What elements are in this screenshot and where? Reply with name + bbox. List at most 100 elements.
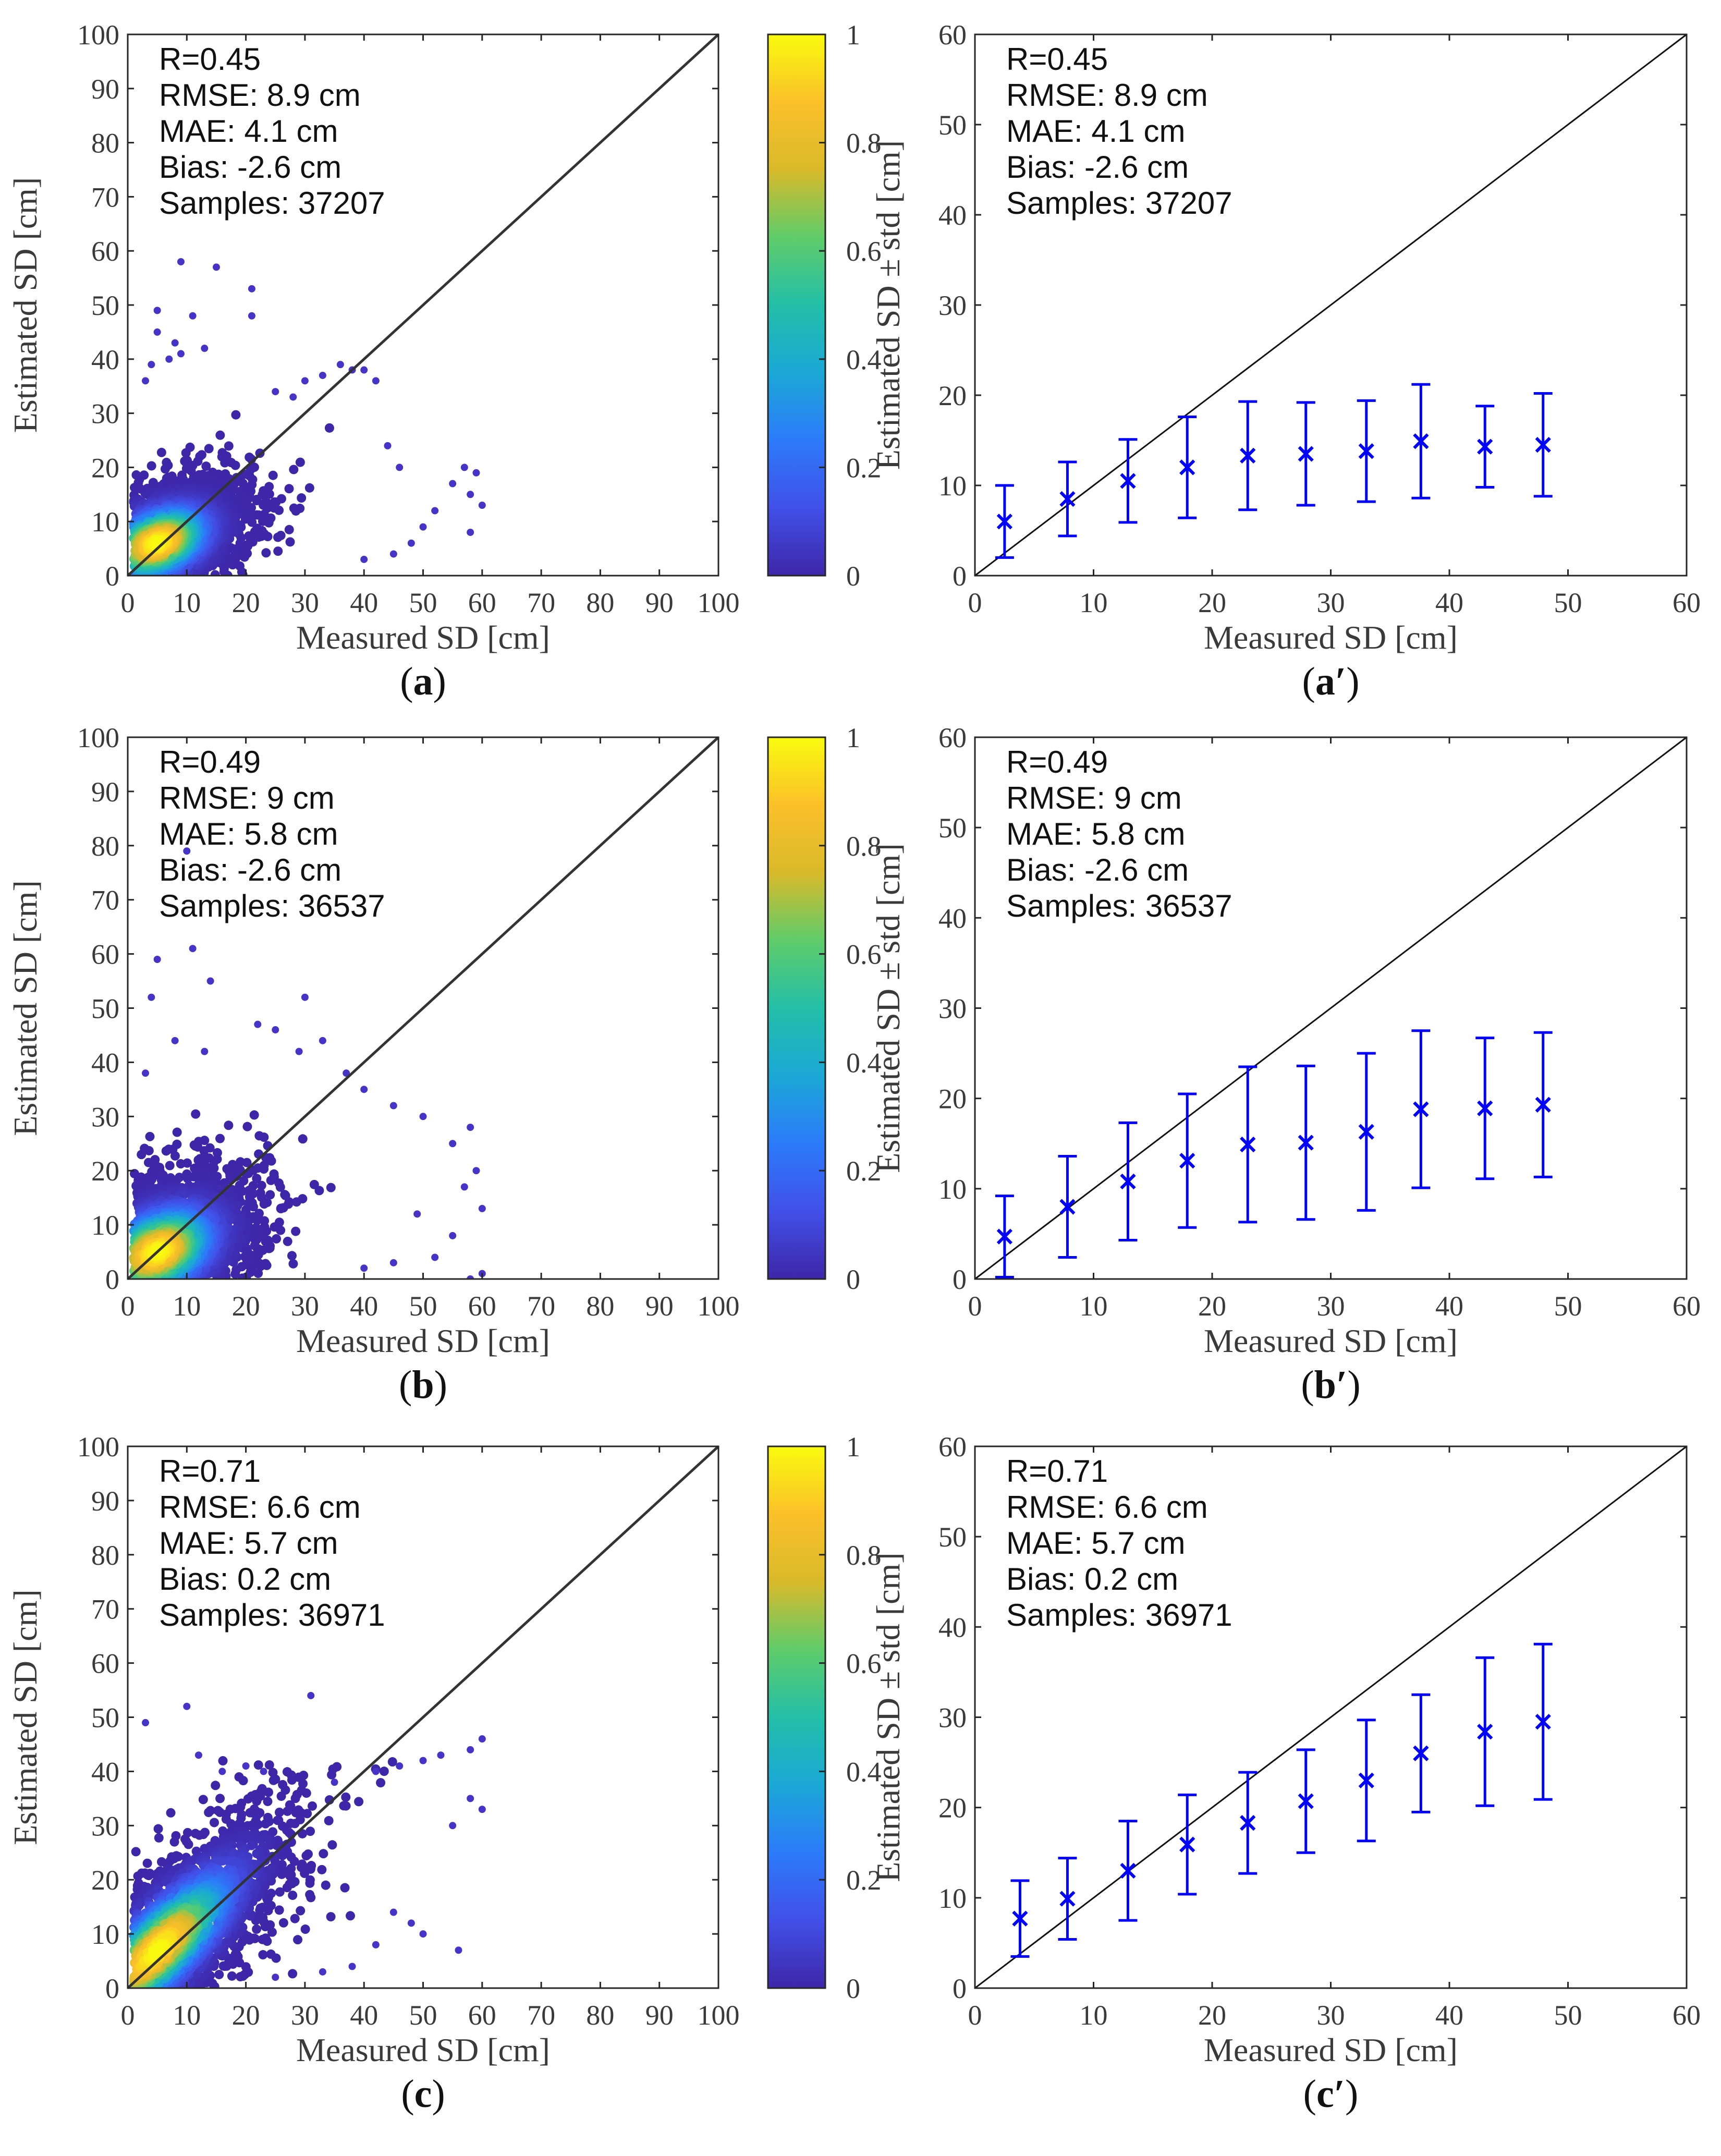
density-point — [268, 470, 278, 480]
outlier-point — [437, 1751, 445, 1759]
outlier-point — [478, 502, 486, 509]
x-axis-label: Measured SD [cm] — [296, 619, 550, 656]
density-point — [307, 1801, 317, 1811]
density-point — [210, 570, 220, 576]
x-tick-label: 0 — [121, 1290, 135, 1322]
y-tick-label: 30 — [938, 290, 967, 321]
outlier-point — [431, 507, 439, 515]
density-point — [238, 478, 248, 488]
x-tick-label: 0 — [121, 2000, 135, 2031]
outlier-point — [183, 1702, 191, 1710]
stat-line-3: MAE: 5.8 cm — [1006, 817, 1185, 851]
density-point — [244, 531, 254, 541]
outlier-point — [153, 955, 161, 963]
x-tick-label: 50 — [409, 587, 437, 618]
x-tick-label: 20 — [1198, 587, 1226, 618]
density-point — [288, 1259, 298, 1269]
outlier-point — [389, 1102, 397, 1110]
colorbar-tick-label: 1 — [846, 1431, 860, 1463]
density-point — [272, 1234, 282, 1244]
density-point — [305, 1875, 315, 1885]
density-point — [274, 1807, 284, 1817]
outlier-point — [449, 480, 457, 488]
density-points — [129, 847, 486, 1279]
colorbar: 00.20.40.60.81 — [767, 19, 882, 592]
outlier-point — [343, 1069, 350, 1077]
density-point — [236, 1972, 246, 1982]
colorbar-tick-label: 0.6 — [846, 1648, 882, 1679]
density-point — [287, 1775, 297, 1785]
x-tick-label: 10 — [173, 587, 201, 618]
density-point — [252, 1174, 262, 1184]
mean-marker — [1298, 446, 1314, 462]
x-axis-label: Measured SD [cm] — [296, 1322, 550, 1359]
outlier-point — [467, 528, 474, 536]
density-point — [267, 1927, 277, 1937]
panel-label: (a) — [400, 660, 446, 703]
density-point — [252, 1796, 262, 1806]
outlier-point — [478, 1806, 486, 1813]
outlier-point — [372, 1768, 380, 1775]
outlier-point — [360, 1086, 368, 1093]
density-point — [309, 1179, 319, 1189]
density-point — [291, 1197, 301, 1207]
x-tick-label: 10 — [1080, 587, 1108, 618]
density-point — [285, 537, 295, 547]
stat-line-5: Samples: 37207 — [159, 186, 385, 221]
panel-label: (b′) — [1301, 1363, 1360, 1407]
outlier-point — [153, 328, 161, 336]
error-bar — [1475, 405, 1495, 489]
density-point — [282, 1883, 292, 1893]
colorbar-gradient — [767, 1445, 826, 1989]
density-point — [306, 1826, 315, 1836]
outlier-point — [272, 1026, 279, 1034]
density-point — [297, 1859, 307, 1869]
mean-marker — [1298, 1135, 1314, 1151]
mean-marker — [1477, 438, 1493, 455]
density-point — [165, 1161, 175, 1171]
density-point — [289, 503, 299, 513]
error-bar — [1533, 1031, 1553, 1178]
x-tick-label: 10 — [1080, 1290, 1108, 1322]
outlier-point — [467, 491, 474, 498]
x-tick-label: 30 — [1317, 587, 1345, 618]
density-point — [301, 1851, 311, 1861]
stat-line-1: R=0.49 — [1006, 745, 1108, 779]
density-point — [326, 1912, 336, 1922]
density-point — [225, 1857, 235, 1867]
outlier-point — [189, 312, 197, 320]
error-bar — [1118, 438, 1138, 524]
density-point — [276, 1791, 286, 1801]
outlier-point — [419, 1113, 427, 1120]
outlier-point — [218, 1768, 226, 1775]
density-point — [284, 484, 294, 494]
outlier-point — [171, 339, 179, 347]
density-point — [231, 1265, 241, 1275]
density-point — [300, 1924, 310, 1934]
y-tick-label: 50 — [938, 109, 967, 141]
outlier-point — [171, 1037, 179, 1044]
stat-line-4: Bias: -2.6 cm — [1006, 852, 1189, 887]
y-tick-label: 40 — [91, 344, 119, 375]
density-point — [317, 1865, 327, 1874]
density-point — [379, 1767, 389, 1776]
outlier-point — [360, 366, 368, 374]
density-point — [249, 1110, 259, 1120]
chart-panel-b: 00.20.40.60.810 10 20 30 40 50 60 70 80 90 1000102… — [7, 722, 882, 1407]
density-point — [137, 1150, 147, 1160]
mean-marker — [1535, 1097, 1551, 1113]
colorbar-gradient — [767, 33, 826, 577]
density-point — [184, 1840, 193, 1849]
density-point — [280, 1190, 290, 1200]
density-point — [275, 1182, 285, 1192]
density-point — [238, 1776, 248, 1786]
outlier-point — [348, 1963, 356, 1970]
x-tick-label: 40 — [350, 1290, 378, 1322]
outlier-point — [467, 1795, 474, 1802]
density-point — [252, 1924, 262, 1934]
outlier-point — [431, 1253, 439, 1261]
outlier-point — [460, 1183, 468, 1191]
outlier-point — [248, 285, 255, 293]
colorbar-tick-label: 0.2 — [846, 1865, 882, 1896]
